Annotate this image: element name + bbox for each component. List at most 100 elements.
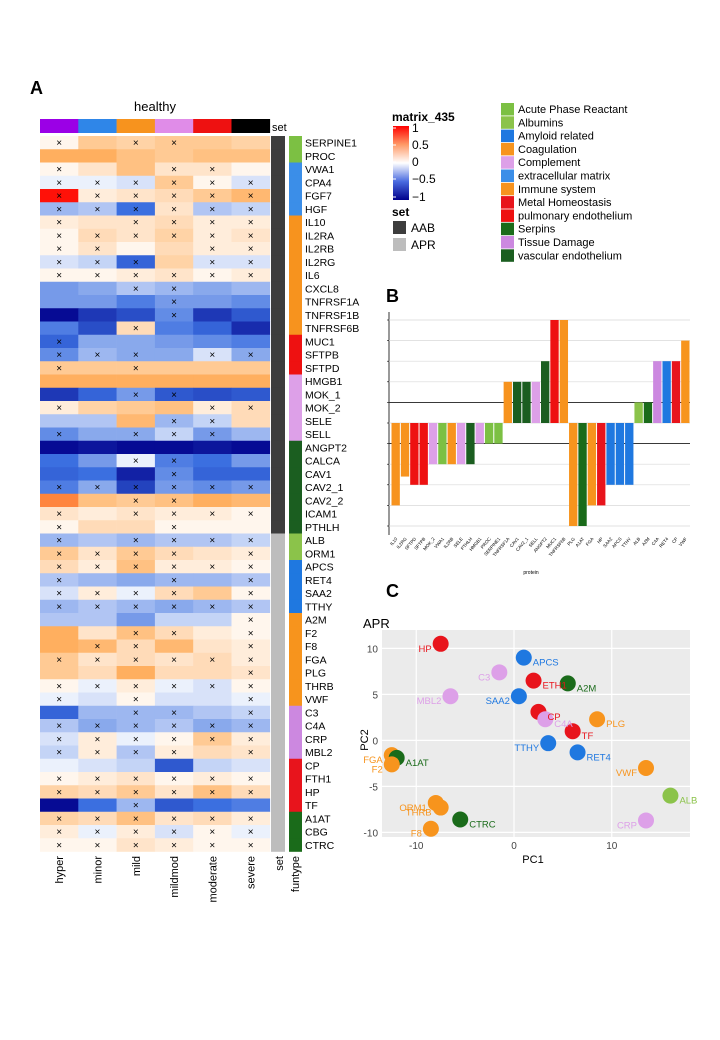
heatmap-cell xyxy=(231,361,271,375)
significance-mark: × xyxy=(133,204,139,215)
heatmap-cell xyxy=(154,652,194,667)
set-cell xyxy=(271,639,285,654)
heatmap-cell xyxy=(154,242,194,256)
heatmap-cell xyxy=(40,268,79,283)
heatmap-cell xyxy=(154,361,194,375)
heatmap-cell xyxy=(40,825,79,839)
row-label: PROC xyxy=(305,151,336,163)
set-cell xyxy=(271,507,285,521)
bar xyxy=(494,423,503,444)
column-labels: hyper minor mild mildmod moderate severe set fu… xyxy=(54,856,302,903)
heatmap-cell xyxy=(193,162,232,177)
heatmap-cell xyxy=(78,758,117,773)
heatmap-cell xyxy=(116,440,156,455)
heatmap-cell xyxy=(116,732,156,746)
heatmap-cell xyxy=(231,838,271,852)
significance-mark: × xyxy=(248,575,254,586)
significance-mark: × xyxy=(95,602,101,613)
funtype-cell xyxy=(289,838,302,852)
heatmap-cell xyxy=(40,639,79,654)
heatmap-cell xyxy=(193,825,232,839)
heatmap-cell xyxy=(193,639,232,654)
column-color-minor xyxy=(78,119,117,133)
heatmap-cell xyxy=(78,414,117,428)
heatmap-cell xyxy=(193,321,232,336)
pca-scatter: -10 0 10 -10 -5 0 5 10 HP APCS C3 ETH1 A2M SAA2 MBL2 CP… xyxy=(363,630,697,852)
set-cell xyxy=(271,281,285,296)
funtype-legend-label: extracellular matrix xyxy=(518,171,611,183)
significance-mark: × xyxy=(133,787,139,798)
significance-mark: × xyxy=(171,165,177,176)
heatmap-cell xyxy=(78,666,117,680)
heatmap-cell xyxy=(40,440,79,455)
significance-mark: × xyxy=(248,204,254,215)
heatmap-cell xyxy=(154,560,194,574)
bar-category-label: RET4 xyxy=(658,536,670,548)
annotation-columns xyxy=(271,136,302,852)
heatmap-cell xyxy=(116,467,156,481)
row-label: TTHY xyxy=(305,601,332,613)
heatmap-cell xyxy=(78,613,117,627)
set-cell xyxy=(271,162,285,177)
significance-mark: × xyxy=(248,589,254,600)
funtype-cell xyxy=(289,387,302,402)
heatmap-cell xyxy=(116,162,156,177)
heatmap-cell xyxy=(231,202,271,216)
bar-category-label: CP xyxy=(671,536,679,544)
scatter-point xyxy=(589,711,606,728)
heatmap-cell xyxy=(154,573,194,587)
heatmap-cell xyxy=(154,308,194,322)
set-cell xyxy=(271,149,285,163)
heatmap-cell xyxy=(40,613,79,627)
set-cell xyxy=(271,228,285,243)
heatmap-cell xyxy=(193,228,232,243)
significance-mark: × xyxy=(133,324,139,335)
heatmap-cell xyxy=(78,599,117,614)
heatmap-cell xyxy=(78,215,117,230)
significance-mark: × xyxy=(248,628,254,639)
set-cell xyxy=(271,838,285,852)
heatmap-cell xyxy=(116,573,156,587)
significance-mark: × xyxy=(171,496,177,507)
heatmap-cell xyxy=(78,798,117,813)
heatmap-cell xyxy=(78,679,117,693)
funtype-cell xyxy=(289,348,302,362)
heatmap-cell xyxy=(40,414,79,428)
set-cell xyxy=(271,772,285,786)
significance-mark: × xyxy=(95,681,101,692)
heatmap-cell xyxy=(231,798,271,813)
heatmap-cell xyxy=(193,242,232,256)
significance-mark: × xyxy=(56,602,62,613)
set-legend-swatch xyxy=(393,238,406,251)
significance-mark: × xyxy=(95,827,101,838)
funtype-legend-label: Immune system xyxy=(518,184,596,196)
heatmap-cell xyxy=(231,586,271,601)
significance-mark: × xyxy=(209,204,215,215)
heatmap-cell xyxy=(40,295,79,309)
heatmap-cell xyxy=(193,520,232,534)
significance-mark: × xyxy=(133,178,139,189)
heatmap-cell xyxy=(231,175,271,190)
bar xyxy=(653,361,662,423)
significance-mark: × xyxy=(209,178,215,189)
heatmap-cell xyxy=(231,546,271,561)
heatmap-cell xyxy=(231,387,271,402)
heatmap-cell xyxy=(231,242,271,256)
heatmap-cell xyxy=(78,825,117,839)
heatmap-cell xyxy=(40,772,79,786)
heatmap-cell xyxy=(231,719,271,733)
heatmap-cell xyxy=(40,348,79,362)
heatmap-cell xyxy=(231,295,271,309)
significance-mark: × xyxy=(248,549,254,560)
scatter-point-label: ALB xyxy=(679,796,697,807)
heatmap-cell xyxy=(154,387,194,402)
heatmap-cell xyxy=(231,613,271,627)
heatmap-cell xyxy=(78,639,117,654)
significance-mark: × xyxy=(171,708,177,719)
significance-mark: × xyxy=(56,509,62,520)
bar xyxy=(606,423,615,485)
significance-mark: × xyxy=(248,615,254,626)
significance-mark: × xyxy=(133,536,139,547)
scatter-point xyxy=(569,744,586,761)
